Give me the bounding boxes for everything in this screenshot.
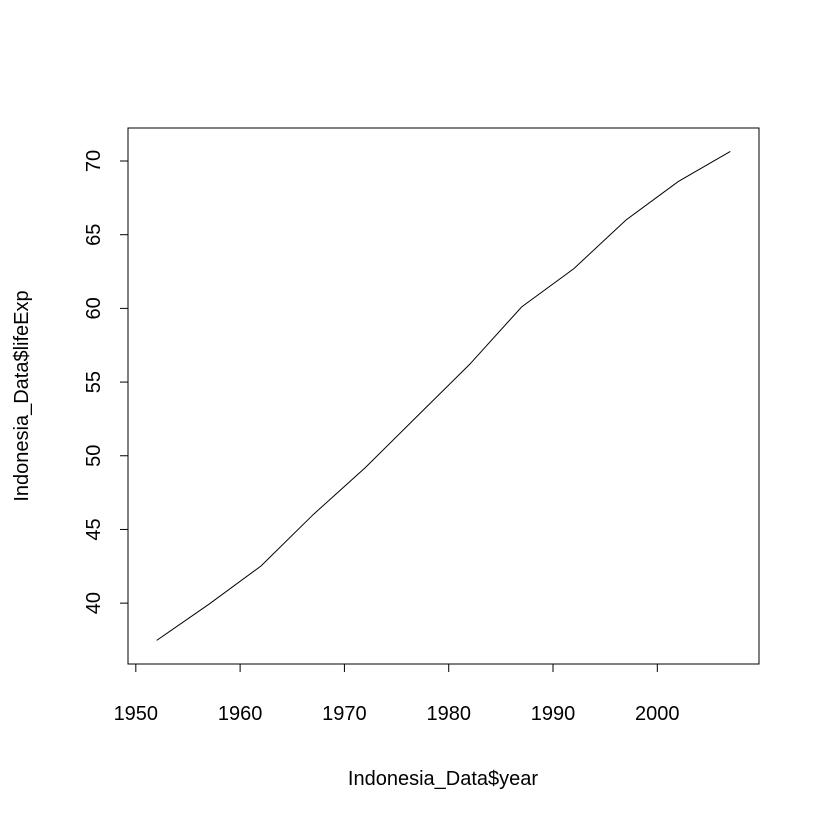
y-tick-label: 55 [83,371,105,393]
y-tick-label: 45 [83,518,105,540]
x-tick-label: 1970 [322,703,367,725]
x-tick-label: 1950 [114,703,159,725]
x-axis-label: Indonesia_Data$year [348,768,538,790]
y-tick-label: 70 [83,150,105,172]
y-tick-label: 60 [83,297,105,319]
x-tick-label: 1980 [426,703,471,725]
x-tick-label: 2000 [635,703,680,725]
y-axis: 40 45 50 55 60 65 70 [83,150,129,614]
x-axis: 1950 1960 1970 1980 1990 2000 [114,663,680,725]
y-tick-label: 40 [83,592,105,614]
y-axis-label: Indonesia_Data$lifeExp [11,290,33,501]
y-tick-label: 50 [83,445,105,467]
x-tick-label: 1960 [218,703,263,725]
series-group [156,150,731,641]
x-tick-label: 1990 [531,703,576,725]
series-line [156,150,731,641]
y-tick-label: 65 [83,224,105,246]
plot-frame [127,127,760,665]
